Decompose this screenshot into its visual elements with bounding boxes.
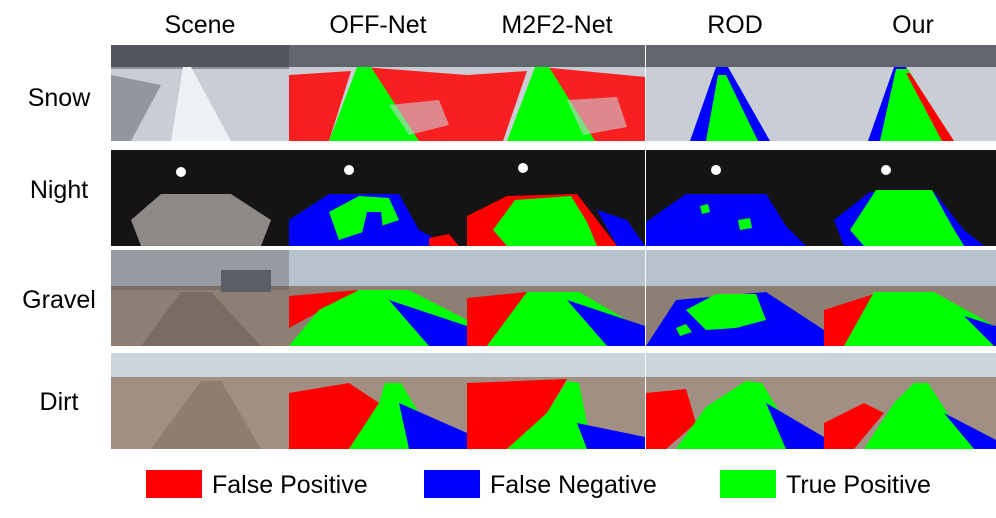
row-label-gravel: Gravel: [22, 286, 96, 314]
legend-swatch-false-positive: [146, 470, 202, 498]
image-gravel-off-net: [289, 250, 467, 346]
image-night-our: [824, 150, 996, 246]
row-label-night: Night: [29, 176, 89, 204]
row-label-dirt: Dirt: [39, 388, 79, 416]
image-dirt-m2f2-net: [467, 353, 645, 449]
legend-label-true-positive: True Positive: [786, 471, 931, 499]
image-snow-m2f2-net: [467, 45, 645, 141]
legend-label-false-positive: False Positive: [212, 471, 368, 499]
column-header-our: Our: [892, 11, 934, 39]
column-header-off-net: OFF-Net: [329, 11, 427, 39]
column-header-m2f2-net: M2F2-Net: [501, 11, 613, 39]
image-dirt-our: [824, 353, 996, 449]
legend-label-false-negative: False Negative: [490, 471, 657, 499]
column-header-scene: Scene: [164, 11, 236, 39]
image-snow-scene: [111, 45, 289, 141]
image-gravel-rod: [646, 250, 824, 346]
image-night-off-net: [289, 150, 467, 246]
image-night-scene: [111, 150, 289, 246]
legend-swatch-true-positive: [720, 470, 776, 498]
image-snow-rod: [646, 45, 824, 141]
image-gravel-our: [824, 250, 996, 346]
legend-swatch-false-negative: [424, 470, 480, 498]
image-snow-off-net: [289, 45, 467, 141]
image-dirt-rod: [646, 353, 824, 449]
image-gravel-scene: [111, 250, 289, 346]
image-snow-our: [824, 45, 996, 141]
image-dirt-scene: [111, 353, 289, 449]
image-night-rod: [646, 150, 824, 246]
image-dirt-off-net: [289, 353, 467, 449]
image-night-m2f2-net: [467, 150, 645, 246]
row-label-snow: Snow: [27, 84, 91, 112]
column-header-rod: ROD: [707, 11, 763, 39]
image-gravel-m2f2-net: [467, 250, 645, 346]
